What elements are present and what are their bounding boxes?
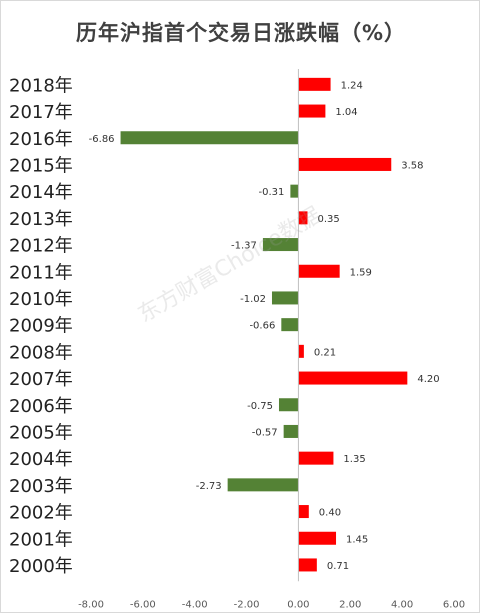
bar	[298, 104, 326, 118]
bar	[283, 424, 299, 438]
bar	[298, 558, 317, 572]
category-label: 2015年	[9, 155, 73, 176]
bar	[298, 531, 337, 545]
bar	[227, 478, 299, 492]
data-label: -0.75	[247, 401, 273, 412]
bar	[298, 505, 309, 519]
data-label: -2.73	[196, 481, 222, 492]
x-tick-label: 0.00	[287, 599, 309, 610]
category-label: 2003年	[9, 476, 73, 497]
category-label: 2006年	[9, 396, 73, 417]
category-label: 2016年	[9, 129, 73, 150]
x-tick-label: -2.00	[234, 599, 260, 610]
bar	[298, 371, 408, 385]
data-label: -1.02	[240, 294, 266, 305]
bar	[281, 318, 299, 332]
category-label: 2011年	[9, 262, 73, 283]
data-label: 1.59	[350, 267, 372, 278]
category-label: 2009年	[9, 316, 73, 337]
data-label: 0.35	[318, 214, 340, 225]
data-label: -0.66	[249, 321, 275, 332]
data-label: 1.04	[335, 107, 357, 118]
data-label: 1.45	[346, 534, 368, 545]
bar	[298, 157, 392, 171]
data-label: 0.40	[319, 508, 341, 519]
category-label: 2012年	[9, 236, 73, 257]
x-tick-label: -8.00	[78, 599, 104, 610]
bar	[271, 291, 299, 305]
data-label: -0.31	[259, 187, 285, 198]
bar	[298, 451, 334, 465]
x-tick-label: 4.00	[391, 599, 413, 610]
category-label: 2001年	[9, 529, 73, 550]
x-tick-label: -4.00	[182, 599, 208, 610]
data-label: 3.58	[401, 160, 423, 171]
category-label: 2010年	[9, 289, 73, 310]
category-label: 2013年	[9, 209, 73, 230]
chart-title: 历年沪指首个交易日涨跌幅（%）	[75, 21, 407, 45]
data-label: -0.57	[252, 427, 278, 438]
category-label: 2007年	[9, 369, 73, 390]
bar	[120, 131, 299, 145]
data-label: 1.24	[341, 80, 363, 91]
bar	[278, 398, 299, 412]
category-label: 2005年	[9, 422, 73, 443]
bar	[298, 211, 308, 225]
bar	[262, 238, 299, 252]
category-label: 2017年	[9, 102, 73, 123]
bar	[298, 264, 340, 278]
data-label: -1.37	[231, 241, 257, 252]
bar	[298, 77, 331, 91]
bar	[298, 344, 304, 358]
category-label: 2004年	[9, 449, 73, 470]
category-label: 2014年	[9, 182, 73, 203]
data-label: 0.71	[327, 561, 349, 572]
category-label: 2002年	[9, 503, 73, 524]
category-label: 2008年	[9, 342, 73, 363]
data-label: 0.21	[314, 347, 336, 358]
x-tick-label: -6.00	[130, 599, 156, 610]
data-label: 1.35	[343, 454, 365, 465]
x-tick-label: 2.00	[339, 599, 361, 610]
category-label: 2000年	[9, 556, 73, 577]
data-label: -6.86	[89, 134, 115, 145]
data-label: 4.20	[417, 374, 439, 385]
category-label: 2018年	[9, 75, 73, 96]
bar	[290, 184, 299, 198]
x-tick-label: 6.00	[443, 599, 465, 610]
